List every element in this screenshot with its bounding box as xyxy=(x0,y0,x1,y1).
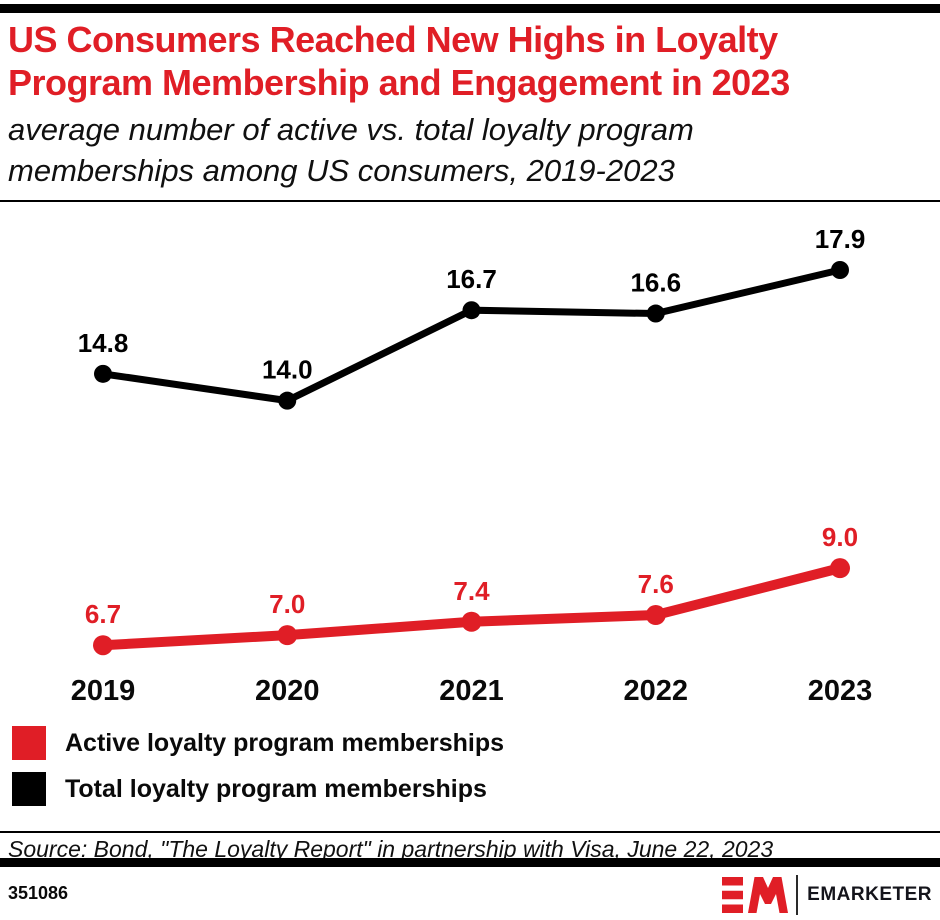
data-point xyxy=(646,304,665,323)
data-point xyxy=(278,391,297,410)
data-point xyxy=(93,635,113,656)
header-divider xyxy=(0,200,940,202)
value-label: 9.0 xyxy=(822,522,858,552)
legend-item-total: Total loyalty program memberships xyxy=(12,772,504,806)
value-label: 16.6 xyxy=(630,268,681,298)
legend-swatch-total xyxy=(12,772,46,806)
page-title: US Consumers Reached New Highs in Loyalt… xyxy=(8,19,790,103)
data-point xyxy=(831,261,849,279)
value-label: 7.0 xyxy=(269,589,305,619)
em-monogram-icon xyxy=(722,877,789,913)
page-subtitle: average number of active vs. total loyal… xyxy=(8,112,694,188)
bottom-border-bar xyxy=(0,858,940,867)
chart-svg: 6.7 7.0 7.4 7.6 9.0 14.8 14.0 16.7 16.6 17.9 2019 2… xyxy=(71,224,873,707)
source-line: Source: Bond, "The Loyalty Report" in pa… xyxy=(8,836,774,862)
x-axis-label: 2021 xyxy=(439,675,504,707)
data-point xyxy=(830,558,850,579)
x-axis-label: 2023 xyxy=(808,675,873,707)
legend-swatch-active xyxy=(12,726,46,760)
chart-id: 351086 xyxy=(8,883,69,903)
value-label: 16.7 xyxy=(446,264,497,294)
value-label: 14.8 xyxy=(78,328,129,358)
value-label: 7.4 xyxy=(453,576,490,606)
source-divider xyxy=(0,831,940,833)
legend-label-active: Active loyalty program memberships xyxy=(65,728,505,757)
legend-item-active: Active loyalty program memberships xyxy=(12,726,504,760)
x-axis-label: 2020 xyxy=(255,675,320,707)
logo-divider xyxy=(796,875,799,915)
data-point xyxy=(277,625,298,646)
brand-name: EMARKETER xyxy=(807,884,932,905)
value-label: 14.0 xyxy=(262,355,313,385)
value-label: 6.7 xyxy=(85,599,121,629)
x-axis-label: 2022 xyxy=(623,675,688,707)
x-axis-label: 2019 xyxy=(71,675,136,707)
chart-legend: Active loyalty program memberships Total… xyxy=(12,726,504,818)
data-point xyxy=(645,605,666,626)
top-border-bar xyxy=(0,4,940,13)
legend-label-total: Total loyalty program memberships xyxy=(65,774,487,803)
value-label: 7.6 xyxy=(638,569,674,599)
emarketer-logo: EMARKETER xyxy=(722,875,932,915)
value-label: 17.9 xyxy=(815,224,866,254)
data-point xyxy=(461,611,482,632)
data-point xyxy=(462,301,481,320)
data-point xyxy=(94,364,112,383)
